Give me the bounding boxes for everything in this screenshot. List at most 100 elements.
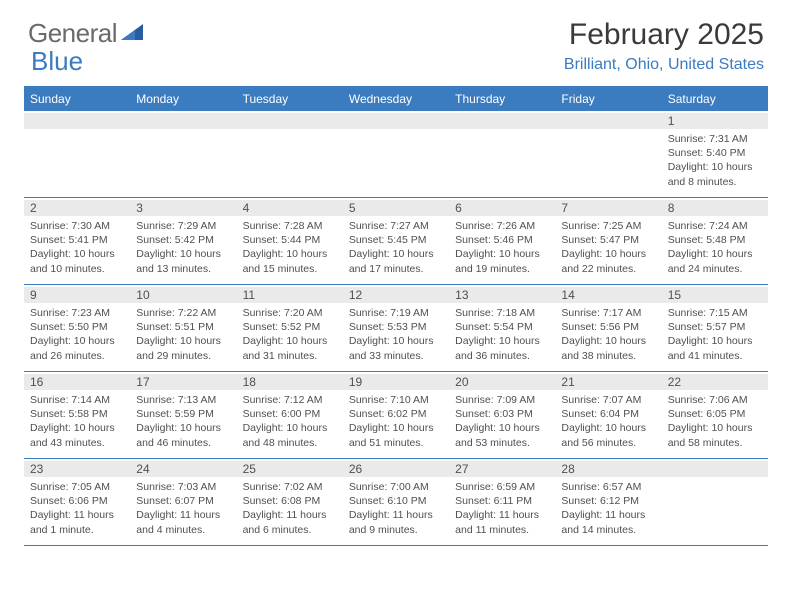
daylight-text: Daylight: 10 hours and 17 minutes. [349, 247, 443, 275]
day-cell: 7 Sunrise: 7:25 AMSunset: 5:47 PMDaylight… [555, 198, 661, 284]
weekday-header: Saturday [662, 87, 768, 111]
sunset-text: Sunset: 5:42 PM [136, 233, 230, 247]
daylight-text: Daylight: 10 hours and 38 minutes. [561, 334, 655, 362]
sunset-text: Sunset: 6:06 PM [30, 494, 124, 508]
sunrise-text: Sunrise: 7:05 AM [30, 480, 124, 494]
sunset-text: Sunset: 5:47 PM [561, 233, 655, 247]
sunset-text: Sunset: 6:07 PM [136, 494, 230, 508]
daylight-text: Daylight: 10 hours and 41 minutes. [668, 334, 762, 362]
daylight-text: Daylight: 10 hours and 33 minutes. [349, 334, 443, 362]
day-cell: 26Sunrise: 7:00 AMSunset: 6:10 PMDayligh… [343, 459, 449, 545]
day-info: Sunrise: 7:12 AMSunset: 6:00 PMDaylight:… [243, 393, 337, 450]
sunrise-text: Sunrise: 7:06 AM [668, 393, 762, 407]
day-number: 9 [24, 287, 130, 303]
sunrise-text: Sunrise: 7:30 AM [30, 219, 124, 233]
week-row: 1Sunrise: 7:31 AMSunset: 5:40 PMDaylight… [24, 111, 768, 198]
weekday-header: Thursday [449, 87, 555, 111]
day-info: Sunrise: 7:27 AMSunset: 5:45 PMDaylight:… [349, 219, 443, 276]
sunset-text: Sunset: 6:05 PM [668, 407, 762, 421]
day-number: 2 [24, 200, 130, 216]
sunset-text: Sunset: 5:51 PM [136, 320, 230, 334]
day-info: Sunrise: 7:06 AMSunset: 6:05 PMDaylight:… [668, 393, 762, 450]
day-info: Sunrise: 7:31 AMSunset: 5:40 PMDaylight:… [668, 132, 762, 189]
day-cell: 22 Sunrise: 7:06 AMSunset: 6:05 PMDayligh… [662, 372, 768, 458]
day-info: Sunrise: 7:10 AMSunset: 6:02 PMDaylight:… [349, 393, 443, 450]
daylight-text: Daylight: 10 hours and 13 minutes. [136, 247, 230, 275]
sunset-text: Sunset: 5:41 PM [30, 233, 124, 247]
day-number: 24 [130, 461, 236, 477]
sunset-text: Sunset: 5:56 PM [561, 320, 655, 334]
daylight-text: Daylight: 10 hours and 22 minutes. [561, 247, 655, 275]
week-row: 2Sunrise: 7:30 AMSunset: 5:41 PMDaylight… [24, 198, 768, 285]
sunset-text: Sunset: 5:44 PM [243, 233, 337, 247]
weekday-header: Friday [555, 87, 661, 111]
daylight-text: Daylight: 10 hours and 8 minutes. [668, 160, 762, 188]
day-number: 28 [555, 461, 661, 477]
weekday-header: Monday [130, 87, 236, 111]
day-cell: 11 Sunrise: 7:20 AMSunset: 5:52 PMDayligh… [237, 285, 343, 371]
day-info: Sunrise: 7:02 AMSunset: 6:08 PMDaylight:… [243, 480, 337, 537]
daylight-text: Daylight: 10 hours and 31 minutes. [243, 334, 337, 362]
sunset-text: Sunset: 5:53 PM [349, 320, 443, 334]
sunset-text: Sunset: 5:52 PM [243, 320, 337, 334]
day-info: Sunrise: 7:20 AMSunset: 5:52 PMDaylight:… [243, 306, 337, 363]
weekday-header: Sunday [24, 87, 130, 111]
day-number: 3 [130, 200, 236, 216]
sunrise-text: Sunrise: 6:59 AM [455, 480, 549, 494]
daylight-text: Daylight: 10 hours and 46 minutes. [136, 421, 230, 449]
day-number: 21 [555, 374, 661, 390]
sunset-text: Sunset: 6:00 PM [243, 407, 337, 421]
sunset-text: Sunset: 6:12 PM [561, 494, 655, 508]
sunrise-text: Sunrise: 7:20 AM [243, 306, 337, 320]
day-number: 8 [662, 200, 768, 216]
day-number: 20 [449, 374, 555, 390]
day-cell: 9Sunrise: 7:23 AMSunset: 5:50 PMDaylight… [24, 285, 130, 371]
sunrise-text: Sunrise: 7:00 AM [349, 480, 443, 494]
logo-text-2: Blue [31, 46, 83, 77]
day-cell: 1Sunrise: 7:31 AMSunset: 5:40 PMDaylight… [662, 111, 768, 197]
sunrise-text: Sunrise: 7:28 AM [243, 219, 337, 233]
day-info: Sunrise: 7:17 AMSunset: 5:56 PMDaylight:… [561, 306, 655, 363]
day-number: 22 [662, 374, 768, 390]
daylight-text: Daylight: 10 hours and 24 minutes. [668, 247, 762, 275]
day-number [449, 113, 555, 129]
day-number: 7 [555, 200, 661, 216]
sunrise-text: Sunrise: 7:03 AM [136, 480, 230, 494]
weekday-header: Wednesday [343, 87, 449, 111]
day-cell: 12Sunrise: 7:19 AMSunset: 5:53 PMDayligh… [343, 285, 449, 371]
daylight-text: Daylight: 10 hours and 53 minutes. [455, 421, 549, 449]
day-info: Sunrise: 7:25 AMSunset: 5:47 PMDaylight:… [561, 219, 655, 276]
day-cell: 21Sunrise: 7:07 AMSunset: 6:04 PMDayligh… [555, 372, 661, 458]
weeks-container: 1Sunrise: 7:31 AMSunset: 5:40 PMDaylight… [24, 111, 768, 546]
daylight-text: Daylight: 10 hours and 51 minutes. [349, 421, 443, 449]
sunset-text: Sunset: 5:48 PM [668, 233, 762, 247]
sunrise-text: Sunrise: 7:12 AM [243, 393, 337, 407]
day-info: Sunrise: 7:13 AMSunset: 5:59 PMDaylight:… [136, 393, 230, 450]
sunrise-text: Sunrise: 7:22 AM [136, 306, 230, 320]
day-cell: 10Sunrise: 7:22 AMSunset: 5:51 PMDayligh… [130, 285, 236, 371]
sunrise-text: Sunrise: 7:10 AM [349, 393, 443, 407]
day-cell [237, 111, 343, 197]
day-cell: 17Sunrise: 7:13 AMSunset: 5:59 PMDayligh… [130, 372, 236, 458]
day-number: 14 [555, 287, 661, 303]
day-info: Sunrise: 7:19 AMSunset: 5:53 PMDaylight:… [349, 306, 443, 363]
day-info: Sunrise: 7:28 AMSunset: 5:44 PMDaylight:… [243, 219, 337, 276]
sunset-text: Sunset: 6:03 PM [455, 407, 549, 421]
daylight-text: Daylight: 11 hours and 9 minutes. [349, 508, 443, 536]
sunset-text: Sunset: 5:50 PM [30, 320, 124, 334]
day-number [662, 461, 768, 477]
sunrise-text: Sunrise: 7:25 AM [561, 219, 655, 233]
day-info: Sunrise: 7:05 AMSunset: 6:06 PMDaylight:… [30, 480, 124, 537]
day-number: 18 [237, 374, 343, 390]
logo-triangle-icon [121, 24, 143, 47]
sunrise-text: Sunrise: 7:02 AM [243, 480, 337, 494]
day-number [130, 113, 236, 129]
sunset-text: Sunset: 5:58 PM [30, 407, 124, 421]
sunrise-text: Sunrise: 7:29 AM [136, 219, 230, 233]
day-number: 11 [237, 287, 343, 303]
month-title: February 2025 [564, 18, 764, 52]
daylight-text: Daylight: 10 hours and 10 minutes. [30, 247, 124, 275]
sunset-text: Sunset: 6:10 PM [349, 494, 443, 508]
day-number [343, 113, 449, 129]
day-cell [662, 459, 768, 545]
